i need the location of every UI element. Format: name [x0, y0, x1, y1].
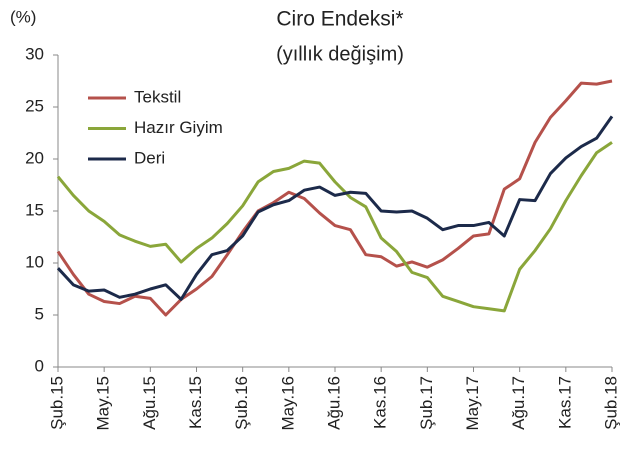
- chart-subtitle: (yıllık değişim): [276, 43, 404, 65]
- x-tick-label: Ağu.17: [509, 376, 528, 430]
- x-tick-label: May.16: [278, 376, 297, 431]
- y-tick-label: 25: [25, 96, 44, 115]
- x-tick-label: Ağu.16: [324, 376, 343, 430]
- x-tick-label: May.15: [94, 376, 113, 431]
- x-tick-label: May.17: [463, 376, 482, 431]
- y-tick-label: 30: [25, 44, 44, 63]
- legend-label: Hazır Giyim: [134, 118, 223, 137]
- y-tick-label: 0: [35, 356, 44, 375]
- series-line: [56, 141, 613, 313]
- y-tick-label: 5: [35, 304, 44, 323]
- y-axis-label: (%): [10, 7, 36, 26]
- chart-title: Ciro Endeksi*: [276, 8, 403, 31]
- x-tick-label: Kas.16: [371, 376, 390, 429]
- y-tick-label: 20: [25, 148, 44, 167]
- x-tick-label: Şub.18: [601, 376, 620, 430]
- x-tick-label: Şub.17: [417, 376, 436, 430]
- x-tick-label: Şub.16: [232, 376, 251, 430]
- y-tick-label: 10: [25, 252, 44, 271]
- legend-label: Tekstil: [134, 87, 181, 106]
- x-tick-label: Şub.15: [47, 376, 66, 430]
- x-tick-label: Kas.15: [186, 376, 205, 429]
- x-tick-label: Kas.17: [555, 376, 574, 429]
- x-tick-label: Ağu.15: [140, 376, 159, 430]
- series-line: [56, 115, 614, 301]
- legend-label: Deri: [134, 148, 165, 167]
- y-tick-label: 15: [25, 200, 44, 219]
- series-line: [56, 79, 613, 317]
